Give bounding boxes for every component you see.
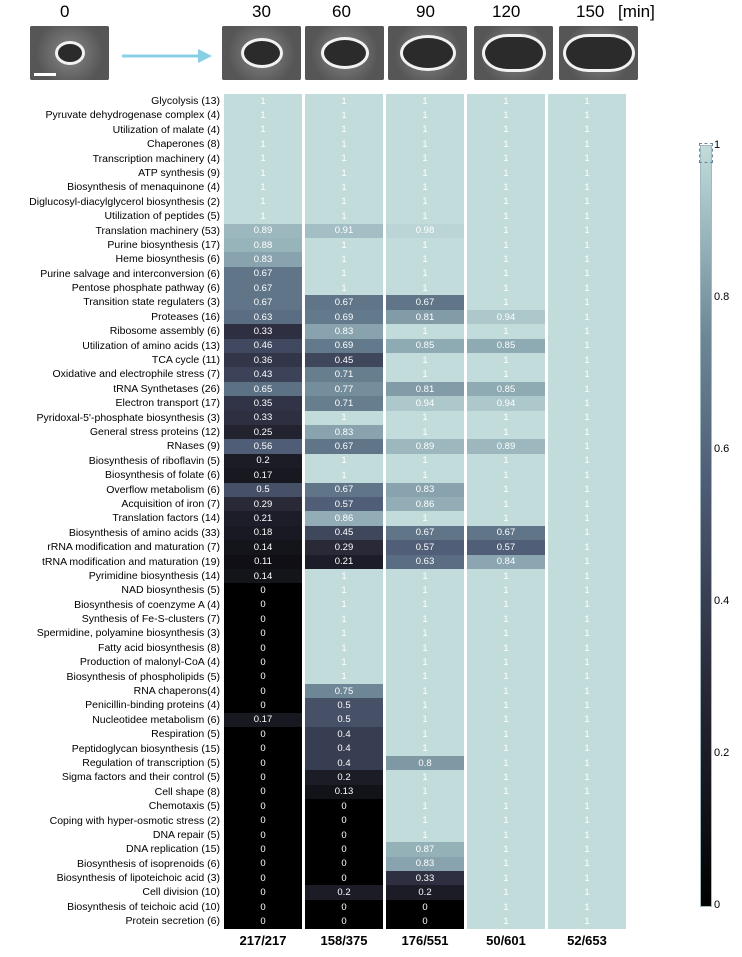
heatmap-row-label: RNA chaperons(4)	[6, 684, 220, 698]
colorbar-tick: 1	[714, 139, 720, 151]
heatmap-row-label: Oxidative and electrophile stress (7)	[6, 367, 220, 381]
heatmap-row-label: Peptidoglycan biosynthesis (15)	[6, 742, 220, 756]
heatmap-row-label: Biosynthesis of amino acids (33)	[6, 526, 220, 540]
colorbar-tick: 0.4	[714, 595, 729, 607]
heatmap-row-label: Pyridoxal-5'-phosphate biosynthesis (3)	[6, 411, 220, 425]
heatmap-row-label: Biosynthesis of folate (6)	[6, 468, 220, 482]
heatmap-row-label: Pyrimidine biosynthesis (14)	[6, 569, 220, 583]
bottom-count: 52/653	[548, 933, 626, 948]
heatmap-row-label: Production of malonyl-CoA (4)	[6, 655, 220, 669]
microscopy-cell-5	[559, 26, 638, 80]
colorbar-gradient	[700, 145, 712, 907]
time-unit-label: [min]	[618, 2, 655, 22]
heatmap-row-label: Sigma factors and their control (5)	[6, 770, 220, 784]
heatmap-row-label: Biosynthesis of isoprenoids (6)	[6, 857, 220, 871]
colorbar-tick: 0.8	[714, 291, 729, 303]
time-axis: 0 30 60 90 120 150 [min]	[0, 2, 742, 24]
heatmap-row-label: Transition state regulaters (3)	[6, 295, 220, 309]
heatmap-column-separators	[224, 94, 626, 929]
heatmap: Glycolysis (13)11111Pyruvate dehydrogena…	[0, 94, 742, 929]
heatmap-row-label: Utilization of malate (4)	[6, 123, 220, 137]
time-label-30: 30	[252, 2, 271, 22]
heatmap-row-label: Biosynthesis of phospholipids (5)	[6, 670, 220, 684]
microscopy-cell-1	[222, 26, 301, 80]
heatmap-row-label: Cell division (10)	[6, 885, 220, 899]
time-label-150: 150	[576, 2, 604, 22]
heatmap-row-label: Spermidine, polyamine biosynthesis (3)	[6, 626, 220, 640]
heatmap-row-label: Purine salvage and interconversion (6)	[6, 267, 220, 281]
heatmap-row-label: tRNA Synthetases (26)	[6, 382, 220, 396]
heatmap-row-label: Biosynthesis of lipoteichoic acid (3)	[6, 871, 220, 885]
heatmap-row-label: Translation factors (14)	[6, 511, 220, 525]
heatmap-row-label: Biosynthesis of riboflavin (5)	[6, 454, 220, 468]
bottom-counts: 217/217158/375176/55150/60152/653	[224, 933, 626, 951]
time-label-60: 60	[332, 2, 351, 22]
heatmap-row-label: Diglucosyl-diacylglycerol biosynthesis (…	[6, 195, 220, 209]
heatmap-row-label: Pyruvate dehydrogenase complex (4)	[6, 108, 220, 122]
time-label-90: 90	[416, 2, 435, 22]
heatmap-row-label: Proteases (16)	[6, 310, 220, 324]
heatmap-row-label: Chaperones (8)	[6, 137, 220, 151]
heatmap-row-label: Fatty acid biosynthesis (8)	[6, 641, 220, 655]
heatmap-row-label: Nucleotidee metabolism (6)	[6, 713, 220, 727]
heatmap-row-label: Chemotaxis (5)	[6, 799, 220, 813]
bottom-count: 158/375	[305, 933, 383, 948]
heatmap-row-label: Electron transport (17)	[6, 396, 220, 410]
heatmap-row-label: ATP synthesis (9)	[6, 166, 220, 180]
microscopy-cell-3	[388, 26, 467, 80]
heatmap-row-label: TCA cycle (11)	[6, 353, 220, 367]
arrow-icon	[122, 44, 212, 68]
heatmap-row-label: Biosynthesis of teichoic acid (10)	[6, 900, 220, 914]
heatmap-row-label: NAD biosynthesis (5)	[6, 583, 220, 597]
heatmap-row-label: Utilization of peptides (5)	[6, 209, 220, 223]
bottom-count: 50/601	[467, 933, 545, 948]
heatmap-row-label: DNA repair (5)	[6, 828, 220, 842]
heatmap-row-label: Synthesis of Fe-S-clusters (7)	[6, 612, 220, 626]
bottom-count: 217/217	[224, 933, 302, 948]
heatmap-row-label: Cell shape (8)	[6, 785, 220, 799]
heatmap-row-label: Overflow metabolism (6)	[6, 483, 220, 497]
heatmap-row-label: Protein secretion (6)	[6, 914, 220, 928]
heatmap-row-label: rRNA modification and maturation (7)	[6, 540, 220, 554]
heatmap-row-label: Regulation of transcription (5)	[6, 756, 220, 770]
time-label-120: 120	[492, 2, 520, 22]
microscopy-cell-4	[474, 26, 553, 80]
heatmap-row-label: Ribosome assembly (6)	[6, 324, 220, 338]
heatmap-row-label: Transcription machinery (4)	[6, 152, 220, 166]
heatmap-row-label: Heme biosynthesis (6)	[6, 252, 220, 266]
microscopy-cell-0	[30, 26, 109, 80]
heatmap-row-label: Translation machinery (53)	[6, 224, 220, 238]
heatmap-row-label: Utilization of amino acids (13)	[6, 339, 220, 353]
heatmap-row-label: tRNA modification and maturation (19)	[6, 555, 220, 569]
microscopy-row	[0, 26, 742, 86]
heatmap-row-label: Penicillin-binding proteins (4)	[6, 698, 220, 712]
heatmap-row-label: RNases (9)	[6, 439, 220, 453]
colorbar: 00.20.40.60.81	[696, 145, 736, 905]
heatmap-row-label: Acquisition of iron (7)	[6, 497, 220, 511]
heatmap-row-label: DNA replication (15)	[6, 842, 220, 856]
colorbar-dash-highlight	[699, 143, 713, 163]
heatmap-row-label: Biosynthesis of coenzyme A (4)	[6, 598, 220, 612]
colorbar-tick: 0.6	[714, 443, 729, 455]
microscopy-cell-2	[305, 26, 384, 80]
scale-bar	[34, 73, 56, 76]
colorbar-tick: 0.2	[714, 747, 729, 759]
heatmap-row-label: Purine biosynthesis (17)	[6, 238, 220, 252]
heatmap-row-label: Biosynthesis of menaquinone (4)	[6, 180, 220, 194]
colorbar-tick: 0	[714, 899, 720, 911]
heatmap-row-label: Coping with hyper-osmotic stress (2)	[6, 814, 220, 828]
heatmap-row-label: Pentose phosphate pathway (6)	[6, 281, 220, 295]
bottom-count: 176/551	[386, 933, 464, 948]
heatmap-row-label: Respiration (5)	[6, 727, 220, 741]
heatmap-row-label: General stress proteins (12)	[6, 425, 220, 439]
time-label-0: 0	[60, 2, 69, 22]
heatmap-row-label: Glycolysis (13)	[6, 94, 220, 108]
